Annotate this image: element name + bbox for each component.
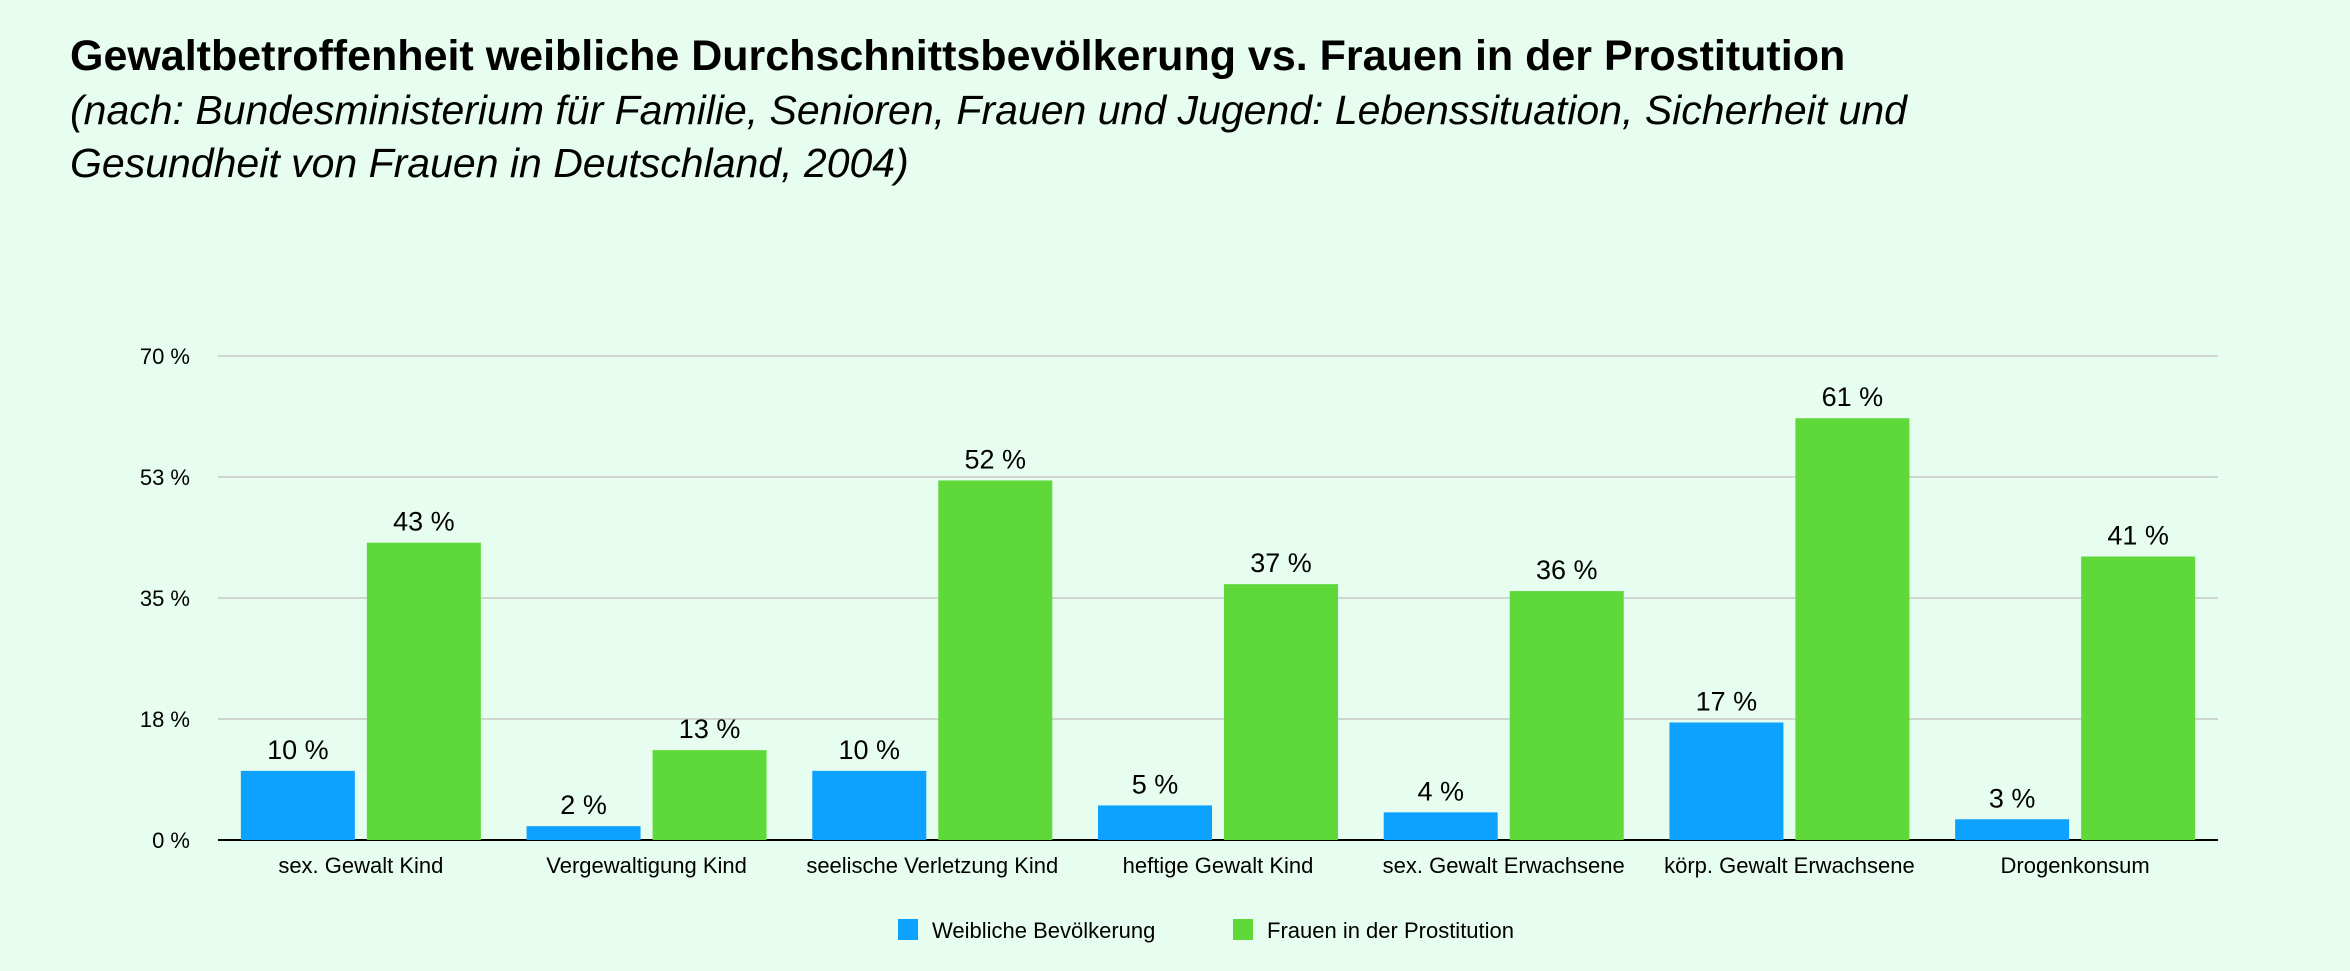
category-label: seelische Verletzung Kind <box>806 853 1058 878</box>
category-label: Vergewaltigung Kind <box>546 853 747 878</box>
bar-frauen-prostitution <box>2081 556 2196 840</box>
bar-frauen-prostitution <box>1509 591 1624 840</box>
chart-subtitle: (nach: Bundesministerium für Familie, Se… <box>70 87 1907 186</box>
bar-frauen-prostitution <box>938 480 1053 840</box>
data-label: 10 % <box>839 735 901 765</box>
data-label: 2 % <box>560 790 607 820</box>
category-label: sex. Gewalt Kind <box>278 853 443 878</box>
y-tick-label: 70 % <box>140 344 190 369</box>
data-label: 43 % <box>393 507 455 537</box>
y-tick-label: 35 % <box>140 586 190 611</box>
title-block: Gewaltbetroffenheit weibliche Durchschni… <box>70 28 2270 190</box>
data-label: 10 % <box>267 735 329 765</box>
data-label: 5 % <box>1132 769 1179 799</box>
bar-frauen-prostitution <box>1224 584 1338 840</box>
bar-weibliche-bevoelkerung <box>1098 805 1212 840</box>
data-label: 37 % <box>1250 548 1312 578</box>
data-label: 52 % <box>965 444 1027 474</box>
y-tick-label: 0 % <box>152 828 190 853</box>
bar-frauen-prostitution <box>1795 418 1910 840</box>
category-label: Drogenkonsum <box>2001 853 2150 878</box>
y-tick-label: 53 % <box>140 465 190 490</box>
bar-weibliche-bevoelkerung <box>240 770 355 840</box>
bar-weibliche-bevoelkerung <box>1669 722 1784 840</box>
legend-swatch-frauen-prostitution <box>1233 919 1253 940</box>
data-label: 13 % <box>679 714 741 744</box>
data-label: 17 % <box>1696 686 1758 716</box>
chart-title: Gewaltbetroffenheit weibliche Durchschni… <box>70 32 1846 80</box>
data-label: 36 % <box>1536 555 1598 585</box>
y-tick-label: 18 % <box>140 707 190 732</box>
bar-weibliche-bevoelkerung <box>812 770 927 840</box>
legend-label-weibliche-bevoelkerung: Weibliche Bevölkerung <box>932 918 1155 943</box>
data-label: 4 % <box>1417 776 1464 806</box>
data-label: 41 % <box>2107 521 2169 551</box>
legend-label-frauen-prostitution: Frauen in der Prostitution <box>1267 918 1514 943</box>
bar-frauen-prostitution <box>652 750 767 840</box>
data-label: 61 % <box>1822 382 1884 412</box>
category-label: sex. Gewalt Erwachsene <box>1383 853 1625 878</box>
bar-weibliche-bevoelkerung <box>526 826 641 840</box>
category-label: körp. Gewalt Erwachsene <box>1664 853 1915 878</box>
bar-weibliche-bevoelkerung <box>1955 819 2070 840</box>
bar-frauen-prostitution <box>366 542 481 840</box>
legend: Weibliche Bevölkerung Frauen in der Prost… <box>898 918 1514 943</box>
bar-weibliche-bevoelkerung <box>1383 812 1498 840</box>
legend-swatch-weibliche-bevoelkerung <box>898 919 918 940</box>
label-layer: 0 % 18 % 35 % 53 % 70 % 10 % 43 % sex. Gewalt K… <box>140 344 2169 878</box>
bar-layer <box>240 418 2196 840</box>
category-label: heftige Gewalt Kind <box>1123 853 1314 878</box>
grid-layer <box>218 355 2218 841</box>
data-label: 3 % <box>1989 783 2036 813</box>
